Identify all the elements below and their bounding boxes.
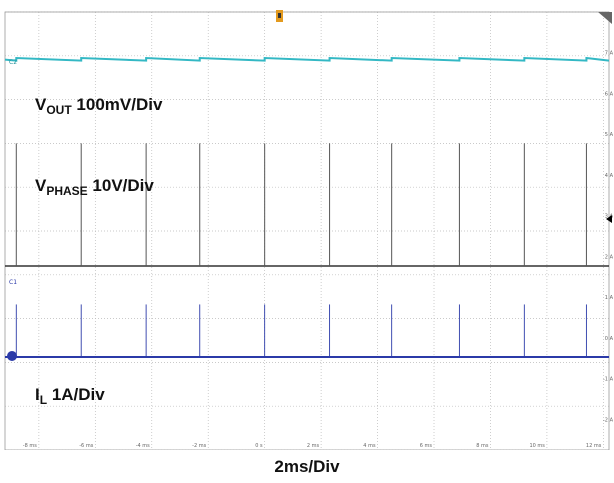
x-tick-label: -4 ms — [136, 443, 150, 449]
x-tick-label: 10 ms — [529, 443, 545, 449]
y-tick-label: 4 A — [605, 173, 614, 179]
y-tick-label: -2 A — [603, 417, 614, 423]
x-tick-label: 6 ms — [420, 443, 433, 449]
x-tick-label: 8 ms — [476, 443, 489, 449]
vphase-label: VPHASE 10V/Div — [35, 176, 154, 198]
channel-marker-c1: C1 — [9, 279, 17, 286]
y-tick-label: 5 A — [605, 132, 614, 138]
y-tick-label: 6 A — [605, 91, 614, 97]
x-tick-label: -6 ms — [79, 443, 93, 449]
y-tick-label: 1 A — [605, 295, 614, 301]
oscilloscope-chart: -8 ms -6 ms -4 ms -2 ms 0 s 2 ms 4 ms 6 ms 8 ms 1… — [0, 0, 614, 450]
x-tick-label: 0 s — [255, 443, 263, 449]
plot-background — [0, 0, 614, 450]
y-tick-label: 2 A — [605, 254, 614, 260]
il-label: IL 1A/Div — [35, 385, 105, 407]
vout-label: VOUT 100mV/Div — [35, 95, 162, 117]
x-tick-label: -2 ms — [192, 443, 206, 449]
y-tick-label: -1 A — [603, 377, 614, 383]
x-tick-label: 2 ms — [307, 443, 320, 449]
y-tick-label: 7 A — [605, 51, 614, 57]
y-tick-label: 0 A — [605, 336, 614, 342]
trigger-marker-icon — [276, 10, 283, 22]
channel-1-offset-marker — [7, 351, 17, 361]
channel-marker-c2: C2 — [9, 59, 17, 66]
x-tick-label: 12 ms — [586, 443, 602, 449]
x-axis-label: 2ms/Div — [0, 457, 614, 477]
x-tick-label: -8 ms — [23, 443, 37, 449]
x-tick-label: 4 ms — [363, 443, 376, 449]
